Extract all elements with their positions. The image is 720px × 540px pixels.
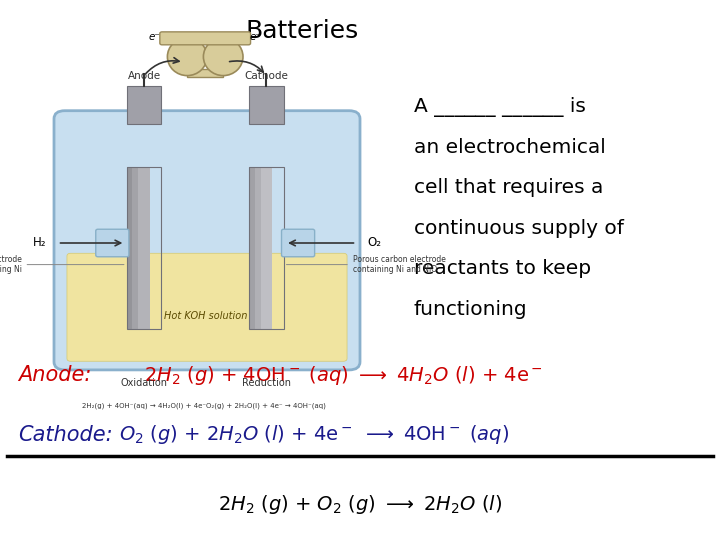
Text: an electrochemical: an electrochemical [414,138,606,157]
FancyBboxPatch shape [54,111,360,370]
Ellipse shape [203,38,243,76]
Bar [138,167,150,329]
Bar [249,167,284,329]
Text: Hot KOH solution: Hot KOH solution [163,310,247,321]
Text: Anode:: Anode: [18,365,91,386]
Text: Anode: Anode [127,71,161,81]
Text: Porous carbon electrode
containing Ni: Porous carbon electrode containing Ni [0,255,124,274]
Text: Reduction: Reduction [242,378,291,388]
Bar [249,86,284,124]
FancyBboxPatch shape [96,229,129,256]
Text: e⁻: e⁻ [149,31,161,42]
Text: continuous supply of: continuous supply of [414,219,624,238]
Ellipse shape [167,38,207,76]
Text: O₂(g) + 2H₂O(l) + 4e⁻ → 4OH⁻(aq): O₂(g) + 2H₂O(l) + 4e⁻ → 4OH⁻(aq) [207,402,326,409]
Text: 2H₂(g) + 4OH⁻(aq) → 4H₂O(l) + 4e⁻: 2H₂(g) + 4OH⁻(aq) → 4H₂O(l) + 4e⁻ [82,402,206,409]
Bar [127,167,138,329]
Text: $2H_2$ $(g)$ + 4OH$^-$ $(aq)$ $\longrightarrow$ $4H_2O$ $(l)$ + 4e$^-$: $2H_2$ $(g)$ + 4OH$^-$ $(aq)$ $\longrigh… [144,364,543,387]
Bar [132,167,144,329]
Bar [127,167,161,329]
Text: Porous carbon electrode
containing Ni and NiO: Porous carbon electrode containing Ni an… [287,255,446,274]
Text: Cathode:: Cathode: [18,424,112,445]
FancyBboxPatch shape [67,253,347,361]
Text: Oxidation: Oxidation [120,378,168,388]
FancyBboxPatch shape [160,32,251,45]
Text: A ______ ______ is: A ______ ______ is [414,97,586,117]
Text: $2H_2$ $(g)$ + $O_2$ $(g)$ $\longrightarrow$ $2H_2O$ $(l)$: $2H_2$ $(g)$ + $O_2$ $(g)$ $\longrightar… [218,494,502,516]
FancyBboxPatch shape [282,229,315,256]
FancyBboxPatch shape [187,69,223,77]
Text: H₂: H₂ [33,237,47,249]
Text: cell that requires a: cell that requires a [414,178,603,197]
Text: e⁻: e⁻ [250,31,261,42]
Bar [261,167,272,329]
Text: Batteries: Batteries [246,19,359,43]
Text: reactants to keep: reactants to keep [414,259,591,278]
Text: functioning: functioning [414,300,528,319]
Bar [127,86,161,124]
Bar [255,167,266,329]
Text: $O_2$ $(g)$ + $2H_2O$ $(l)$ + 4e$^-$ $\longrightarrow$ 4OH$^-$ $(aq)$: $O_2$ $(g)$ + $2H_2O$ $(l)$ + 4e$^-$ $\l… [119,423,509,446]
Bar [249,167,261,329]
Text: Cathode: Cathode [245,71,288,81]
Text: O₂: O₂ [367,237,381,249]
